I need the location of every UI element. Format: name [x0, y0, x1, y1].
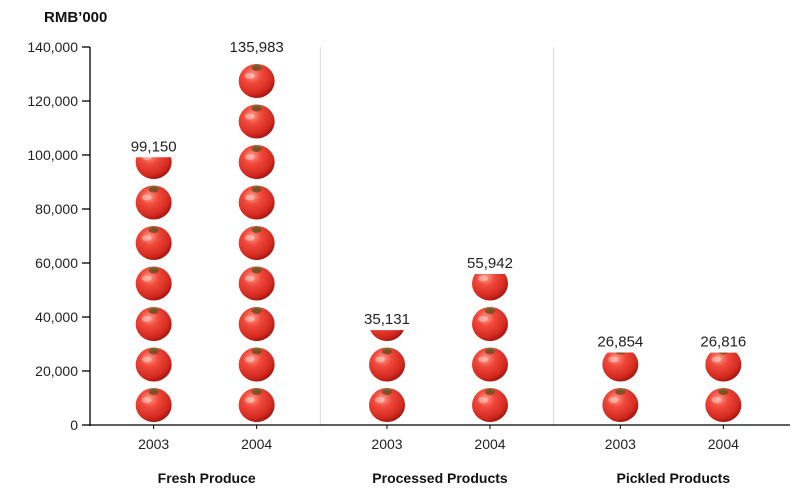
tomato-icon [238, 104, 275, 139]
data-label: 26,816 [700, 334, 746, 351]
y-tick-label: 40,000 [35, 309, 78, 325]
x-tick-label: 2004 [241, 436, 272, 452]
bar: 135,983 [230, 39, 284, 422]
bars: 99,150 135,983 35,131 55,942 26,854 26,816 [131, 39, 746, 422]
data-label: 99,150 [131, 138, 177, 155]
tomato-icon [135, 347, 172, 382]
y-tick-label: 80,000 [35, 201, 78, 217]
data-label: 35,131 [364, 311, 410, 328]
y-axis: 0 20,000 40,000 60,000 80,000 100,000 120,000 1… [27, 39, 91, 433]
bar: 26,854 [597, 333, 643, 422]
group-label: Processed Products [372, 470, 508, 486]
tomato-icon [705, 352, 742, 382]
bar: 55,942 [467, 255, 513, 422]
x-tick-label: 2003 [605, 436, 636, 452]
x-tick-label: 2003 [371, 436, 402, 452]
tomato-icon [135, 185, 172, 220]
tomato-icon [602, 388, 639, 422]
tomato-icon [238, 388, 275, 422]
tomato-stack [369, 330, 405, 422]
tomato-stack [238, 64, 275, 422]
bar-group: 35,131 55,942 [364, 255, 513, 422]
tomato-stack [705, 352, 742, 422]
x-axis: 2003 2004 Fresh Produce 2003 2004 Processed P… [90, 424, 790, 486]
tomato-icon [369, 388, 405, 422]
tomato-icon [135, 266, 172, 301]
bar: 26,816 [700, 334, 746, 422]
bar: 99,150 [131, 138, 177, 422]
tomato-stack [472, 273, 508, 422]
group-label: Pickled Products [617, 470, 731, 486]
tomato-icon [238, 307, 275, 341]
y-tick-label: 20,000 [35, 363, 78, 379]
y-tick-label: 0 [70, 417, 78, 433]
data-label: 26,854 [597, 333, 643, 350]
tomato-icon [135, 388, 172, 422]
data-label: 135,983 [230, 39, 284, 56]
plot-area [319, 47, 555, 425]
tomato-icon [238, 185, 275, 220]
tomato-icon [369, 347, 405, 382]
tomato-icon [472, 388, 508, 422]
tomato-icon [135, 226, 172, 260]
tomato-icon [238, 145, 275, 179]
x-tick-label: 2004 [708, 436, 739, 452]
bar-group: 99,150 135,983 [131, 39, 284, 422]
x-tick-label: 2003 [138, 436, 169, 452]
bar: 35,131 [364, 311, 410, 422]
y-tick-label: 60,000 [35, 255, 78, 271]
tomato-icon [472, 347, 508, 382]
tomato-icon [135, 307, 172, 341]
tomato-icon [135, 157, 172, 179]
bar-group: 26,854 26,816 [597, 333, 746, 422]
group-label: Fresh Produce [158, 470, 256, 486]
y-axis-unit-label: RMB’000 [44, 9, 107, 26]
tomato-icon [370, 330, 404, 341]
tomato-stack [135, 157, 172, 422]
y-tick-label: 100,000 [27, 147, 78, 163]
tomato-icon [238, 347, 275, 382]
tomato-icon [472, 307, 508, 341]
x-tick-label: 2004 [474, 436, 505, 452]
y-tick-label: 140,000 [27, 39, 78, 55]
tomato-icon [238, 64, 275, 98]
tomato-stack [602, 352, 639, 422]
tomato-icon [238, 226, 275, 260]
data-label: 55,942 [467, 255, 513, 272]
tomato-icon [472, 273, 508, 301]
tomato-icon [705, 388, 742, 422]
tomato-icon [602, 352, 639, 382]
y-tick-label: 120,000 [27, 93, 78, 109]
tomato-icon [238, 266, 275, 301]
